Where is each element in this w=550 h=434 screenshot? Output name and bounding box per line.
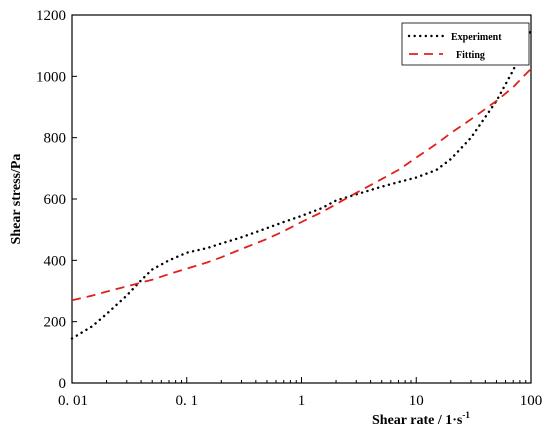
x-axis-title: Shear rate / 1·s-1 (372, 410, 470, 428)
legend-label-experiment: Experiment (451, 32, 502, 43)
x-tick-label: 10 (409, 393, 424, 409)
y-tick-label: 800 (44, 131, 67, 147)
y-tick-label: 1200 (36, 8, 66, 24)
x-axis-title-superscript: -1 (462, 410, 470, 420)
y-tick-label: 200 (44, 315, 67, 331)
legend-box (401, 22, 530, 66)
legend: Experiment Fitting (401, 22, 530, 66)
series-line-experiment (70, 29, 533, 340)
x-axis-title-main: Shear rate / 1·s (372, 413, 463, 428)
y-axis: 0 200 400 600 800 1000 1200 (36, 8, 77, 392)
y-tick-label: 400 (44, 253, 67, 269)
plot-frame (71, 14, 532, 384)
y-tick-label: 600 (44, 192, 67, 208)
y-tick-label: 0 (59, 376, 67, 392)
y-tick-label: 1000 (36, 69, 66, 85)
series-line-fitting (71, 68, 532, 302)
x-tick-label: 0. 1 (176, 393, 199, 409)
x-axis: 0. 01 0. 1 1 10 100 (58, 377, 542, 409)
x-tick-label: 0. 01 (58, 393, 88, 409)
x-tick-label: 1 (298, 393, 306, 409)
y-axis-title: Shear stress/Pa (9, 154, 24, 245)
legend-label-fitting: Fitting (456, 50, 485, 61)
plot-area-border (71, 14, 532, 384)
series-layer (70, 29, 533, 340)
x-tick-label: 100 (520, 393, 543, 409)
